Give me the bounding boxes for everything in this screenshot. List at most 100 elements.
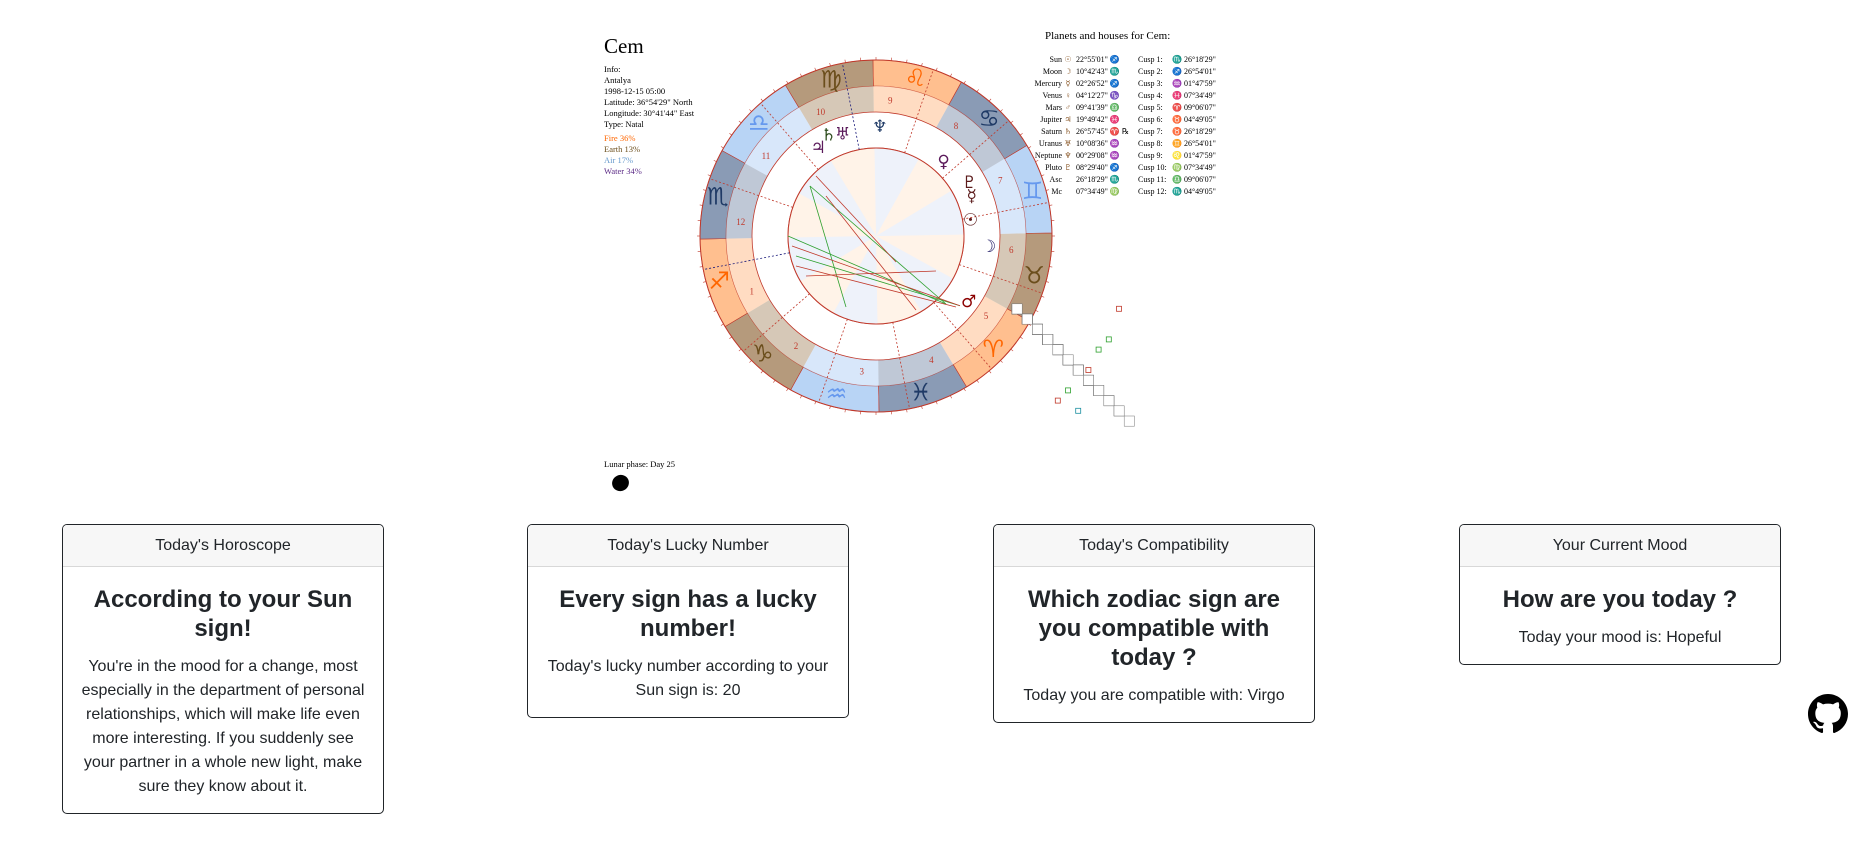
card-body: Every sign has a lucky number! Today's l… bbox=[528, 567, 848, 717]
planet-glyph: ☿ bbox=[1065, 79, 1071, 88]
aspect-grid-cell bbox=[1052, 344, 1064, 356]
degree-tick bbox=[988, 98, 992, 102]
chart-owner-name: Cem bbox=[604, 34, 644, 58]
planet-name: Moon bbox=[1042, 67, 1062, 76]
house-sector bbox=[726, 163, 768, 239]
cusp-label: Cusp 4: bbox=[1138, 91, 1163, 100]
degree-tick bbox=[1000, 109, 1003, 112]
house-number: 8 bbox=[954, 121, 959, 131]
card-title: Every sign has a lucky number! bbox=[559, 586, 817, 642]
planet-row: Uranus ♅ 10°08'36" ♒ Cusp 8: ♊ 26°54'01" bbox=[1028, 138, 1242, 150]
aspect-grid-cell bbox=[1032, 323, 1043, 335]
planet-icon: ☿ bbox=[967, 186, 977, 206]
card-body: Which zodiac sign are you compatible wit… bbox=[994, 567, 1314, 722]
planet-glyph: ♅ bbox=[1064, 139, 1072, 148]
planet-icon: ♀ bbox=[937, 152, 949, 172]
planet-row: Mars ♂ 09°41'39" ♎ Cusp 5: ♈ 09°06'07" bbox=[1028, 102, 1242, 114]
degree-tick bbox=[729, 336, 733, 339]
house-number: 3 bbox=[860, 366, 865, 376]
degree-tick bbox=[1010, 120, 1014, 124]
degree-tick bbox=[988, 370, 992, 374]
planet-glyph: ♀ bbox=[1065, 91, 1071, 100]
aspect-grid-cell bbox=[1123, 415, 1135, 427]
cusp-position: ♏ 26°18'29" bbox=[1172, 55, 1216, 64]
planets-table: Sun ☉ 22°55'01" ♐ Cusp 1: ♏ 26°18'29" Moon ☽ 10… bbox=[1028, 54, 1242, 198]
compatibility-text: Today you are compatible with: Virgo bbox=[1023, 687, 1285, 704]
aspect-grid-cell bbox=[1042, 334, 1054, 345]
house-number: 10 bbox=[816, 107, 826, 117]
planet-icon: ♃ bbox=[811, 138, 826, 158]
element-water: Water 34% bbox=[604, 166, 642, 176]
planet-position: 10°08'36" ♒ bbox=[1076, 139, 1120, 148]
degree-tick bbox=[976, 89, 979, 93]
degree-tick bbox=[1049, 204, 1053, 206]
degree-tick bbox=[1000, 360, 1003, 363]
mood-text: Today your mood is: Hopeful bbox=[1518, 629, 1722, 646]
aspect-line bbox=[809, 185, 847, 308]
house-sector bbox=[873, 86, 949, 128]
planet-icon: ♄ bbox=[821, 125, 836, 145]
degree-tick bbox=[906, 409, 908, 413]
cusp-position: ♉ 04°49'05" bbox=[1172, 115, 1216, 124]
house-number: 9 bbox=[888, 96, 893, 106]
inner-wedge bbox=[876, 236, 953, 312]
degree-tick bbox=[1028, 146, 1032, 149]
info-latitude: Latitude: 36°54'29" North bbox=[604, 97, 693, 107]
degree-tick bbox=[829, 405, 831, 409]
planets-table-title: Planets and houses for Cem: bbox=[1045, 30, 1171, 42]
degree-tick bbox=[1010, 348, 1014, 352]
planet-icon: ☽ bbox=[981, 237, 996, 257]
degree-tick bbox=[729, 133, 733, 136]
planet-name: Uranus bbox=[1038, 139, 1062, 148]
planet-row: Pluto ♇ 08°29'40" ♐ Cusp 10: ♍ 07°34'49" bbox=[1028, 162, 1242, 174]
degree-tick bbox=[773, 89, 776, 93]
planet-position: 26°18'29" ♏ bbox=[1076, 175, 1120, 184]
degree-tick bbox=[760, 370, 764, 374]
house-number: 1 bbox=[750, 286, 755, 296]
element-percentages: Fire 36% Earth 13% Air 17% Water 34% bbox=[604, 133, 694, 177]
degree-tick bbox=[921, 63, 923, 67]
planet-glyph bbox=[1062, 174, 1074, 186]
github-icon[interactable] bbox=[1808, 694, 1848, 734]
planet-name: Jupiter bbox=[1040, 115, 1062, 124]
cusp-label: Cusp 10: bbox=[1138, 163, 1167, 172]
house-ring bbox=[751, 111, 1001, 361]
degree-tick bbox=[906, 59, 908, 63]
degree-tick bbox=[699, 266, 703, 268]
degree-tick bbox=[699, 204, 703, 206]
house-number: 11 bbox=[762, 151, 771, 161]
aspect-line bbox=[825, 195, 917, 311]
zodiac-sign-icon: ♏ bbox=[707, 183, 729, 211]
house-number: 5 bbox=[984, 311, 989, 321]
house-cusp-line bbox=[709, 178, 793, 208]
degree-tick bbox=[814, 401, 817, 405]
house-number: 12 bbox=[736, 217, 745, 227]
degree-tick bbox=[963, 388, 966, 392]
house-sector bbox=[726, 238, 770, 314]
degree-tick bbox=[707, 174, 711, 177]
card-header: Today's Lucky Number bbox=[528, 525, 848, 567]
planet-glyph bbox=[1062, 186, 1074, 198]
aspect-line bbox=[791, 245, 961, 307]
horoscope-card: Today's Horoscope According to your Sun … bbox=[62, 524, 384, 814]
degree-tick bbox=[963, 80, 966, 84]
aspect-line bbox=[809, 185, 947, 305]
info-datetime: 1998-12-15 05:00 bbox=[604, 86, 666, 96]
degree-tick bbox=[1019, 336, 1023, 339]
inner-wedge bbox=[788, 193, 876, 238]
card-header: Today's Compatibility bbox=[994, 525, 1314, 567]
aspect-mark bbox=[1085, 367, 1092, 373]
degree-tick bbox=[844, 59, 846, 63]
degree-tick bbox=[773, 379, 776, 383]
degree-tick bbox=[844, 409, 846, 413]
planet-position: 00°29'08" ♒ bbox=[1076, 151, 1120, 160]
house-sector bbox=[803, 344, 879, 386]
planet-row: Mc 07°34'49" ♍ Cusp 12: ♏ 04°49'05" bbox=[1028, 186, 1242, 198]
cusp-label: Cusp 5: bbox=[1138, 103, 1163, 112]
house-cusp-line bbox=[760, 102, 819, 170]
degree-tick bbox=[703, 189, 707, 191]
card-body: How are you today ? Today your mood is: … bbox=[1460, 567, 1780, 664]
cusp-label: Cusp 12: bbox=[1138, 187, 1167, 196]
aspect-mark bbox=[1065, 387, 1071, 394]
